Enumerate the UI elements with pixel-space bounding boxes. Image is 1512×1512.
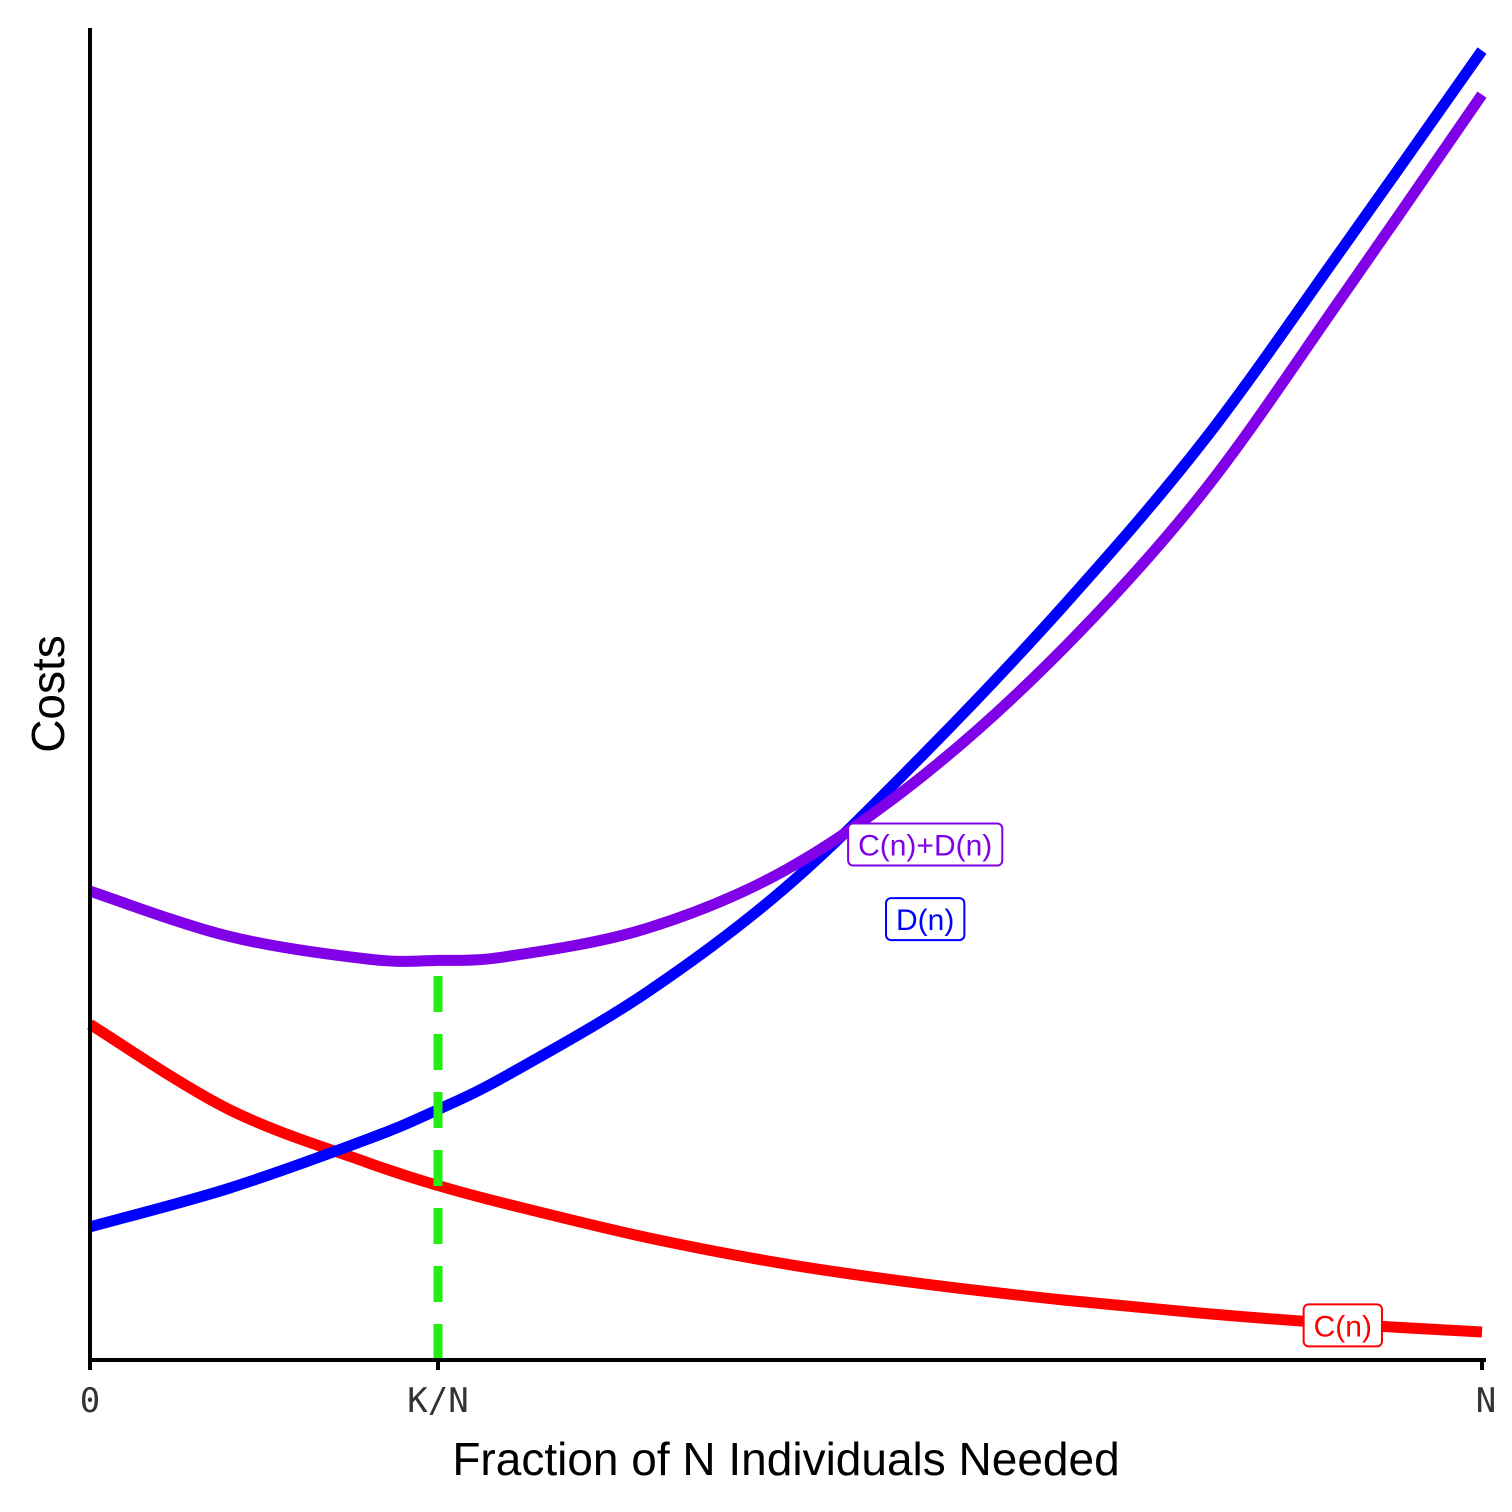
label-text: D(n): [896, 904, 954, 937]
label-text: C(n)+D(n): [858, 830, 992, 863]
x-axis-title: Fraction of N Individuals Needed: [452, 1433, 1119, 1485]
x-tick-label: N: [1476, 1381, 1496, 1421]
series-line-c-n-d-n: [88, 91, 1487, 967]
label-box: [847, 822, 1004, 867]
label-c-n-d-n: C(n)+D(n): [847, 822, 1004, 867]
series-layer: [87, 47, 1487, 1338]
y-axis-title: Costs: [22, 635, 74, 753]
x-tick-layer: 0 K/N N: [80, 1360, 1496, 1421]
annotation-layer: C(n)+D(n) D(n) C(n): [847, 822, 1383, 1348]
x-tick-label: K/N: [407, 1381, 468, 1421]
series-line-c-n: [87, 1019, 1483, 1338]
x-tick-label: 0: [80, 1381, 100, 1421]
label-c-n: C(n): [1302, 1303, 1383, 1348]
label-d-n: D(n): [885, 897, 966, 942]
label-text: C(n): [1314, 1310, 1372, 1343]
label-box: [1302, 1303, 1383, 1348]
series-line-d-n: [88, 47, 1487, 1233]
label-box: [885, 897, 966, 942]
